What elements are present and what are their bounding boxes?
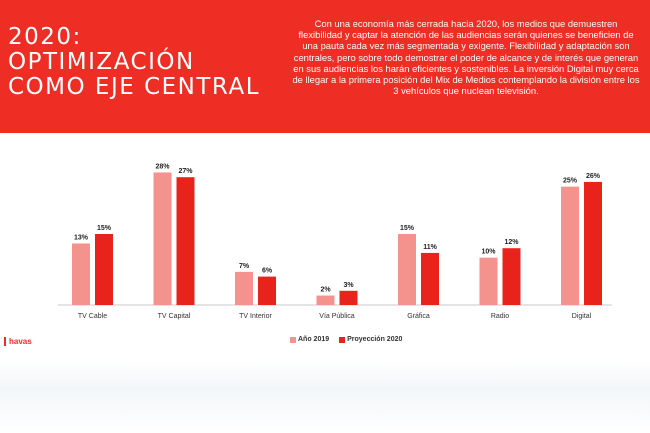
bar [153,172,172,305]
data-label: 15% [400,225,415,232]
category-label: Vía Pública [319,313,355,320]
description-text: Con una economía más cerrada hacia 2020,… [292,18,640,97]
data-label: 6% [262,268,273,275]
category-label: TV Capital [158,313,191,320]
bar [584,181,602,305]
page-title: 2020: Optimización como eje central [8,25,260,100]
title-line: 2020: [8,24,82,50]
bar [176,177,195,305]
legend-label-2020: Proyección 2020 [347,336,403,343]
bar [258,276,276,305]
legend-item-2019: Año 2019 [290,336,329,343]
title-line: Optimización [8,49,195,75]
legend-item-2020: Proyección 2020 [339,336,402,343]
data-label: 25% [563,178,578,185]
data-label: 27% [178,168,193,175]
legend-swatch-2019 [290,336,296,343]
bar [479,257,498,305]
header-banner: 2020: Optimización como eje central Con … [0,0,650,133]
data-label: 26% [586,173,601,180]
background-haze [0,360,650,433]
data-label: 13% [74,234,89,241]
data-label: 10% [481,249,496,256]
havas-logo: havas [4,337,32,346]
data-label: 12% [504,239,519,246]
data-label: 28% [155,163,170,170]
category-label: TV Interior [239,313,272,320]
category-label: Radio [491,313,509,320]
bar [235,271,253,305]
bar [339,290,358,305]
bar [72,243,90,305]
data-label: 15% [97,225,112,232]
bar [502,248,521,305]
category-label: Gráfica [407,313,430,320]
bar [398,234,416,305]
category-label: Digital [572,313,592,320]
data-label: 11% [423,244,437,251]
bar-chart: 13% 15% TV Cable 28% 27% TV Capital 7% 6% TV Int… [58,163,612,320]
chart-legend: Año 2019 Proyección 2020 [290,336,402,343]
bar [421,252,439,305]
data-label: 7% [239,263,250,270]
title-line: como eje central [8,74,261,100]
legend-swatch-2020 [339,336,346,343]
data-label: 3% [343,282,354,289]
legend-label-2019: Año 2019 [298,336,330,343]
bar [95,234,113,305]
category-label: TV Cable [78,313,107,320]
bar [316,295,335,305]
data-label: 2% [320,287,331,294]
bar [561,186,579,305]
